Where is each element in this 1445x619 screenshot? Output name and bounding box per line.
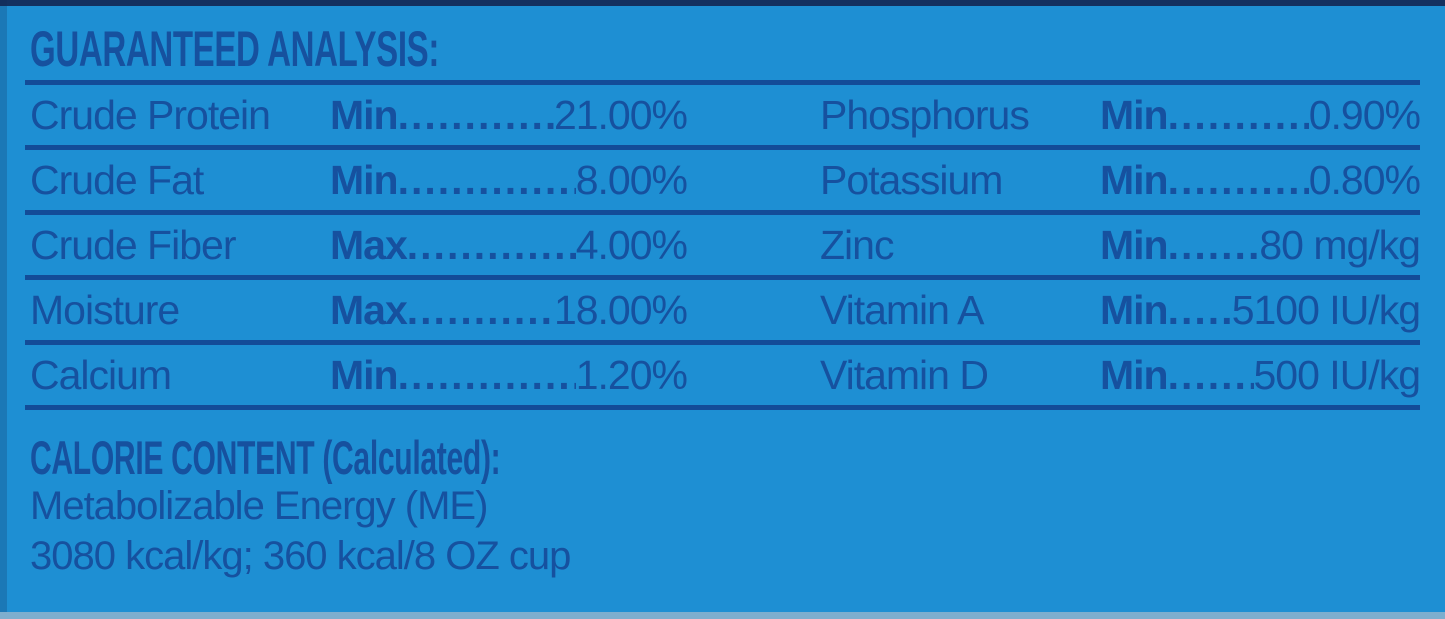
nutrient-row: Moisture Max ...........................… bbox=[25, 280, 1421, 340]
analysis-cell-crude-protein: Crude Protein Min ......................… bbox=[30, 85, 688, 145]
table-rule bbox=[25, 340, 1420, 345]
metabolizable-energy-line: Metabolizable Energy (ME) bbox=[30, 484, 488, 528]
dot-leader: ........................................… bbox=[1167, 352, 1254, 398]
nutrient-name: Vitamin D bbox=[820, 352, 989, 398]
nutrient-value: 1.20% bbox=[575, 352, 688, 398]
analysis-cell-crude-fiber: Crude Fiber Max ........................… bbox=[30, 215, 688, 275]
dot-leader: ........................................… bbox=[406, 287, 554, 333]
nutrient-row: Calcium Min ............................… bbox=[25, 345, 1421, 405]
nutrient-name: Crude Protein bbox=[30, 92, 271, 138]
nutrient-value: 0.90% bbox=[1308, 92, 1421, 138]
kcal-values-line: 3080 kcal/kg; 360 kcal/8 OZ cup bbox=[30, 534, 571, 578]
nutrient-name: Moisture bbox=[30, 287, 180, 333]
nutrient-value: 8.00% bbox=[575, 157, 688, 203]
nutrient-row: Crude Protein Min ......................… bbox=[25, 85, 1421, 145]
nutrient-name: Calcium bbox=[30, 352, 172, 398]
qualifier-label: Min bbox=[1100, 352, 1169, 398]
table-rule bbox=[25, 210, 1420, 215]
nutrient-value: 0.80% bbox=[1308, 157, 1421, 203]
dot-leader: ........................................… bbox=[406, 222, 576, 268]
table-rule bbox=[25, 405, 1420, 410]
dot-leader: ........................................… bbox=[397, 92, 554, 138]
analysis-cell-moisture: Moisture Max ...........................… bbox=[30, 280, 688, 340]
qualifier-label: Min bbox=[330, 157, 399, 203]
dot-leader: ........................................… bbox=[1167, 287, 1232, 333]
analysis-cell-vitamin-a: Vitamin A Min ..........................… bbox=[820, 280, 1421, 340]
nutrient-value: 500 IU/kg bbox=[1253, 352, 1421, 398]
nutrient-name: Phosphorus bbox=[820, 92, 1030, 138]
analysis-cell-calcium: Calcium Min ............................… bbox=[30, 345, 688, 405]
qualifier-label: Min bbox=[1100, 92, 1169, 138]
qualifier-label: Min bbox=[1100, 287, 1169, 333]
analysis-cell-phosphorus: Phosphorus Min .........................… bbox=[820, 85, 1421, 145]
calorie-content-heading: CALORIE CONTENT (Calculated): bbox=[30, 431, 501, 484]
dot-leader: ........................................… bbox=[397, 157, 576, 203]
dot-leader: ........................................… bbox=[1167, 222, 1260, 268]
nutrient-row: Crude Fat Min ..........................… bbox=[25, 150, 1421, 210]
table-rule bbox=[25, 145, 1420, 150]
qualifier-label: Min bbox=[1100, 222, 1169, 268]
top-edge-strip bbox=[0, 0, 1445, 6]
nutrient-value: 4.00% bbox=[575, 222, 688, 268]
guaranteed-analysis-title: GUARANTEED ANALYSIS: bbox=[30, 21, 439, 77]
nutrient-name: Crude Fat bbox=[30, 157, 204, 203]
nutrient-name: Crude Fiber bbox=[30, 222, 236, 268]
qualifier-label: Min bbox=[330, 92, 399, 138]
table-rule bbox=[25, 275, 1420, 280]
nutrient-value: 21.00% bbox=[553, 92, 688, 138]
dot-leader: ........................................… bbox=[397, 352, 576, 398]
bottom-edge-strip bbox=[0, 612, 1445, 619]
qualifier-label: Max bbox=[330, 287, 408, 333]
nutrient-name: Vitamin A bbox=[820, 287, 984, 333]
qualifier-label: Min bbox=[1100, 157, 1169, 203]
nutrient-name: Zinc bbox=[820, 222, 894, 268]
nutrient-value: 5100 IU/kg bbox=[1231, 287, 1421, 333]
analysis-cell-crude-fat: Crude Fat Min ..........................… bbox=[30, 150, 688, 210]
qualifier-label: Max bbox=[330, 222, 408, 268]
analysis-cell-vitamin-d: Vitamin D Min ..........................… bbox=[820, 345, 1421, 405]
nutrient-name: Potassium bbox=[820, 157, 1003, 203]
dot-leader: ........................................… bbox=[1167, 92, 1309, 138]
left-edge-shade bbox=[0, 0, 7, 619]
analysis-cell-potassium: Potassium Min ..........................… bbox=[820, 150, 1421, 210]
analysis-cell-zinc: Zinc Min ...............................… bbox=[820, 215, 1421, 275]
table-rule bbox=[25, 80, 1420, 85]
dot-leader: ........................................… bbox=[1167, 157, 1309, 203]
qualifier-label: Min bbox=[330, 352, 399, 398]
nutrient-row: Crude Fiber Max ........................… bbox=[25, 215, 1421, 275]
nutrient-value: 18.00% bbox=[553, 287, 688, 333]
nutrient-value: 80 mg/kg bbox=[1259, 222, 1421, 268]
